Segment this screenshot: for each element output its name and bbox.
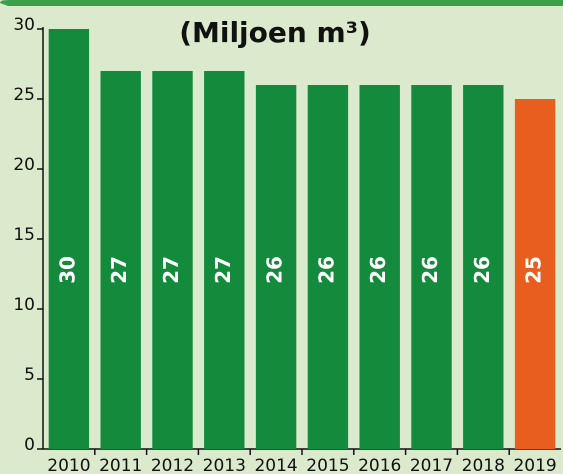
y-tick-label: 20 xyxy=(13,155,35,175)
value-label: 30 xyxy=(55,256,79,284)
value-label: 26 xyxy=(314,256,338,284)
y-tick-label: 0 xyxy=(24,435,35,455)
x-tick-label: 2014 xyxy=(254,456,297,474)
bar xyxy=(100,71,141,449)
x-tick-label: 2011 xyxy=(99,456,142,474)
value-label: 27 xyxy=(107,256,131,284)
x-tick-label: 2016 xyxy=(358,456,401,474)
bar xyxy=(359,85,400,449)
y-tick-label: 10 xyxy=(13,295,35,315)
x-tick-label: 2010 xyxy=(47,456,90,474)
y-tick-label: 5 xyxy=(24,365,35,385)
x-tick-label: 2012 xyxy=(151,456,194,474)
value-label: 26 xyxy=(366,256,390,284)
x-tick-label: 2013 xyxy=(203,456,246,474)
top-border xyxy=(0,0,563,6)
value-label: 27 xyxy=(159,256,183,284)
bar xyxy=(152,71,193,449)
bar xyxy=(307,85,349,449)
bar xyxy=(48,29,90,449)
x-tick-label: 2019 xyxy=(513,456,556,474)
x-tick-label: 2017 xyxy=(410,456,453,474)
bar xyxy=(204,71,245,449)
x-tick-label: 2015 xyxy=(306,456,349,474)
bar xyxy=(514,99,556,449)
bar xyxy=(411,85,452,449)
bar xyxy=(463,85,504,449)
y-tick-label: 15 xyxy=(13,225,35,245)
value-label: 25 xyxy=(522,256,546,284)
value-label: 26 xyxy=(470,256,494,284)
chart-title: (Miljoen m³) xyxy=(179,16,371,49)
y-tick-label: 25 xyxy=(13,85,35,105)
x-tick-label: 2018 xyxy=(462,456,505,474)
value-label: 27 xyxy=(211,256,235,284)
value-label: 26 xyxy=(418,256,442,284)
value-label: 26 xyxy=(263,256,287,284)
bar xyxy=(255,85,297,449)
y-tick-label: 30 xyxy=(13,15,35,35)
